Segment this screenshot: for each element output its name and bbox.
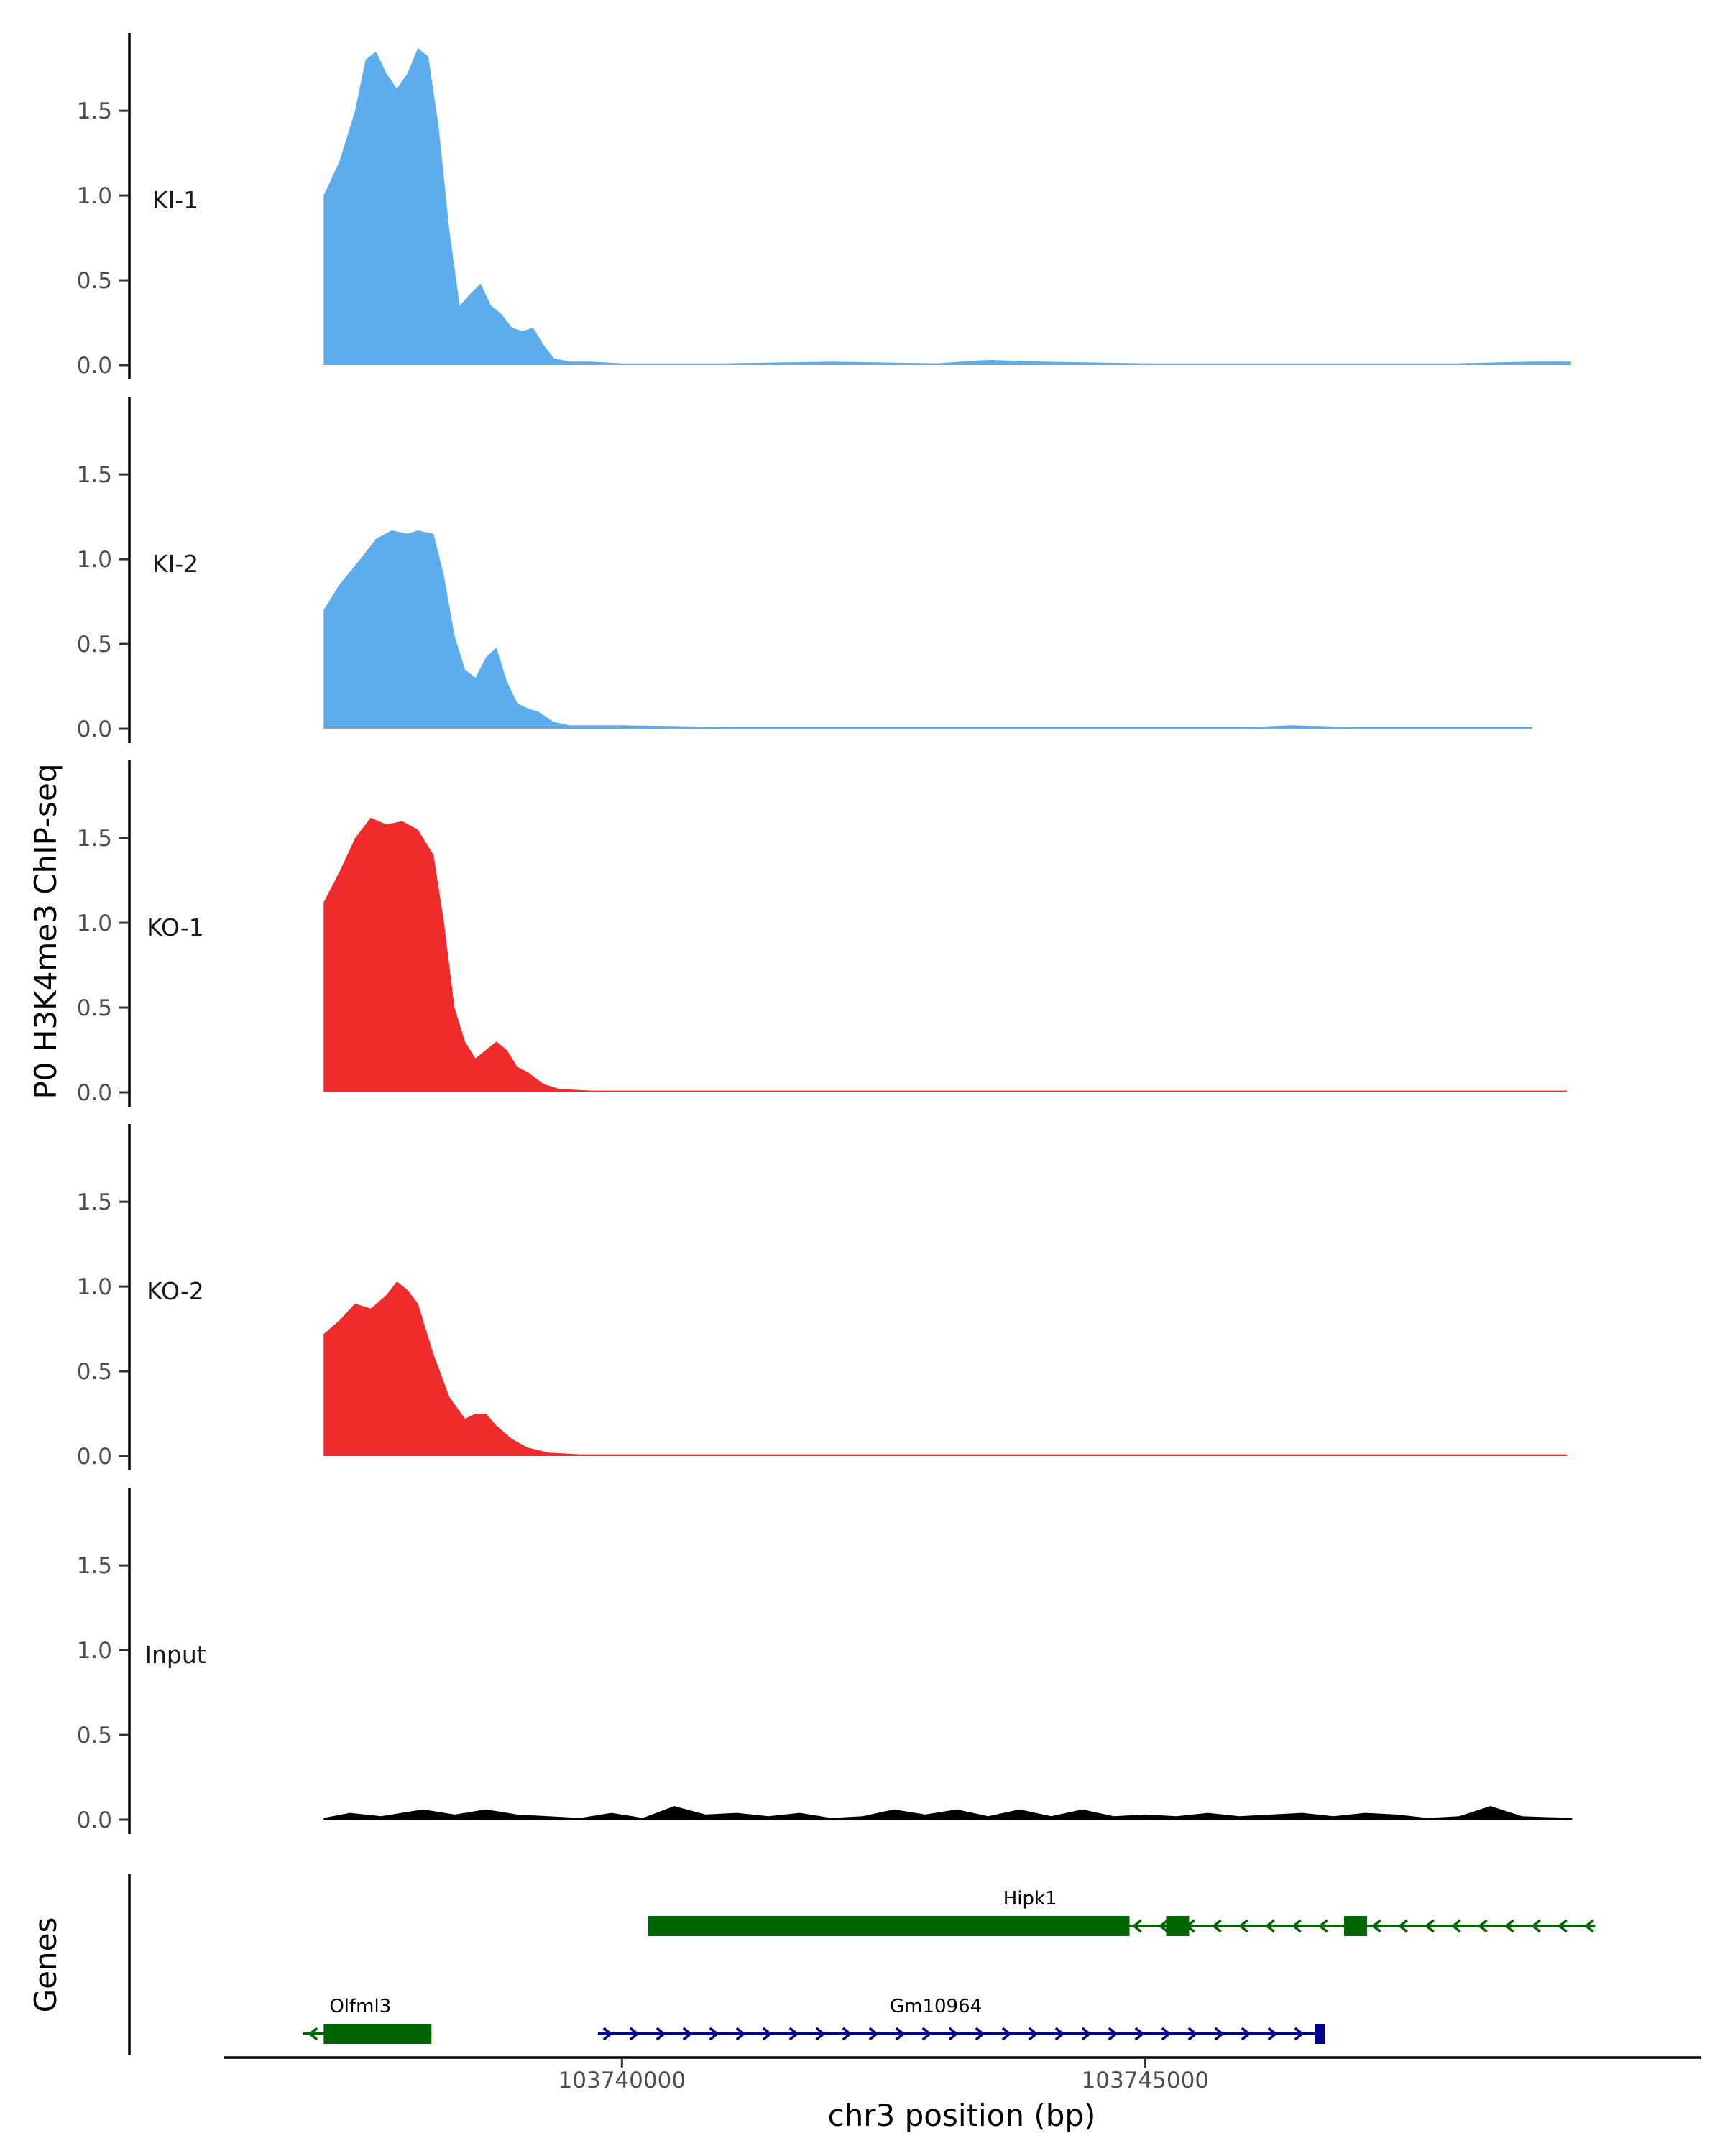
strand-arrow [1397, 1919, 1408, 1933]
strand-arrow [895, 2027, 906, 2041]
strand-arrow [921, 2027, 932, 2041]
strand-arrow [1477, 1919, 1488, 1933]
x-tick-label: 103740000 [558, 2068, 686, 2093]
y-tick-label: 1.5 [77, 1553, 112, 1579]
signal-area-input [323, 1806, 1573, 1820]
strand-arrow [1214, 2027, 1225, 2041]
strand-arrow [948, 2027, 959, 2041]
strand-arrow [682, 2027, 693, 2041]
signal-area-ko-2 [323, 1281, 1568, 1456]
strand-arrow [1211, 1919, 1222, 1933]
strand-arrow [1081, 2027, 1092, 2041]
strand-arrow [975, 2027, 985, 2041]
signal-area-ki-2 [323, 530, 1532, 729]
signal-area-ki-1 [323, 47, 1571, 366]
strand-arrow [1158, 1919, 1169, 1933]
strand-arrow [308, 2027, 318, 2041]
track-label: KI-1 [152, 186, 198, 214]
genes-track: Hipk1 Olfml3 Gm10964 [128, 1874, 1596, 2055]
gene-label: Olfml3 [329, 1996, 391, 2017]
strand-arrow [1264, 1919, 1275, 1933]
strand-arrow [868, 2027, 879, 2041]
y-tick-label: 0.0 [77, 1080, 112, 1106]
y-tick-label: 1.5 [77, 1189, 112, 1215]
track-label: KO-2 [147, 1277, 204, 1305]
strand-arrow [1131, 1919, 1142, 1933]
y-tick-label: 1.0 [77, 1274, 112, 1300]
strand-arrow [656, 2027, 666, 2041]
strand-arrow [842, 2027, 852, 2041]
strand-arrow [735, 2027, 746, 2041]
strand-arrow [1291, 1919, 1302, 1933]
strand-arrow [1371, 1919, 1381, 1933]
track-ki-1: 0.0 0.5 1.0 1.5 KI-1 [77, 33, 1571, 379]
strand-arrow [1424, 1919, 1435, 1933]
y-tick-label: 0.5 [77, 268, 112, 294]
y-tick-label: 1.0 [77, 1638, 112, 1664]
signal-area-ko-1 [323, 817, 1568, 1092]
y-tick-label: 1.5 [77, 98, 112, 124]
x-axis: 103740000 103745000 [224, 2056, 1701, 2093]
strand-arrow [1530, 1919, 1541, 1933]
gene-exon [1166, 1916, 1190, 1936]
genes-track-title: Genes [28, 1917, 63, 2013]
gene-label: Hipk1 [1003, 1888, 1057, 1909]
track-input: 0.0 0.5 1.0 1.5 Input [77, 1488, 1573, 1834]
y-tick-label: 0.5 [77, 1359, 112, 1385]
y-tick-label: 0.5 [77, 632, 112, 658]
y-tick-label: 0.5 [77, 995, 112, 1021]
x-axis-title: chr3 position (bp) [828, 2098, 1096, 2133]
y-tick-label: 1.5 [77, 826, 112, 852]
strand-arrow [1267, 2027, 1278, 2041]
strand-arrow [788, 2027, 799, 2041]
track-label: Input [144, 1641, 206, 1669]
track-ko-1: 0.0 0.5 1.0 1.5 KO-1 [77, 760, 1568, 1107]
y-tick-label: 0.0 [77, 353, 112, 379]
gene-olfml3: Olfml3 [303, 1996, 432, 2044]
y-tick-label: 0.0 [77, 1444, 112, 1470]
strand-arrow [1028, 2027, 1039, 2041]
y-axis-title: P0 H3K4me3 ChIP-seq [28, 763, 63, 1099]
y-tick-label: 0.0 [77, 1807, 112, 1833]
gene-label: Gm10964 [890, 1996, 982, 2017]
y-tick-label: 1.0 [77, 547, 112, 573]
y-tick-label: 1.0 [77, 911, 112, 936]
y-tick-label: 0.5 [77, 1723, 112, 1749]
strand-arrow [629, 2027, 640, 2041]
signal-tracks: 0.0 0.5 1.0 1.5 KI-1 0.0 0.5 1.0 1.5 KI-2 0.0 0.5 1.… [77, 33, 1573, 1834]
track-ko-2: 0.0 0.5 1.0 1.5 KO-2 [77, 1124, 1568, 1470]
x-tick-label: 103745000 [1082, 2068, 1210, 2093]
strand-arrow [602, 2027, 613, 2041]
strand-arrow [762, 2027, 773, 2041]
strand-arrow [1317, 1919, 1328, 1933]
strand-arrow [1450, 1919, 1461, 1933]
strand-arrow [1241, 2027, 1251, 2041]
strand-arrow [1294, 2027, 1305, 2041]
strand-arrow [709, 2027, 719, 2041]
strand-arrow [1134, 2027, 1145, 2041]
strand-arrow [1557, 1919, 1568, 1933]
track-label: KI-2 [152, 550, 198, 578]
track-ki-2: 0.0 0.5 1.0 1.5 KI-2 [77, 397, 1532, 743]
y-tick-label: 0.0 [77, 717, 112, 742]
strand-arrow [1001, 2027, 1012, 2041]
strand-arrow [1161, 2027, 1172, 2041]
strand-arrow [1187, 2027, 1198, 2041]
track-label: KO-1 [147, 913, 204, 941]
strand-arrow [1054, 2027, 1065, 2041]
y-tick-label: 1.0 [77, 183, 112, 209]
gene-gm10964: Gm10964 [597, 1996, 1325, 2044]
strand-arrow [1238, 1919, 1248, 1933]
gene-exon [648, 1916, 1130, 1936]
strand-arrow [815, 2027, 826, 2041]
y-tick-label: 1.5 [77, 462, 112, 488]
strand-arrow [1583, 1919, 1594, 1933]
gene-hipk1: Hipk1 [648, 1888, 1596, 1936]
gene-exon [1315, 2024, 1325, 2044]
strand-arrow [1504, 1919, 1514, 1933]
gene-exon [323, 2024, 432, 2044]
strand-arrow [1108, 2027, 1118, 2041]
gene-exon [1343, 1916, 1367, 1936]
